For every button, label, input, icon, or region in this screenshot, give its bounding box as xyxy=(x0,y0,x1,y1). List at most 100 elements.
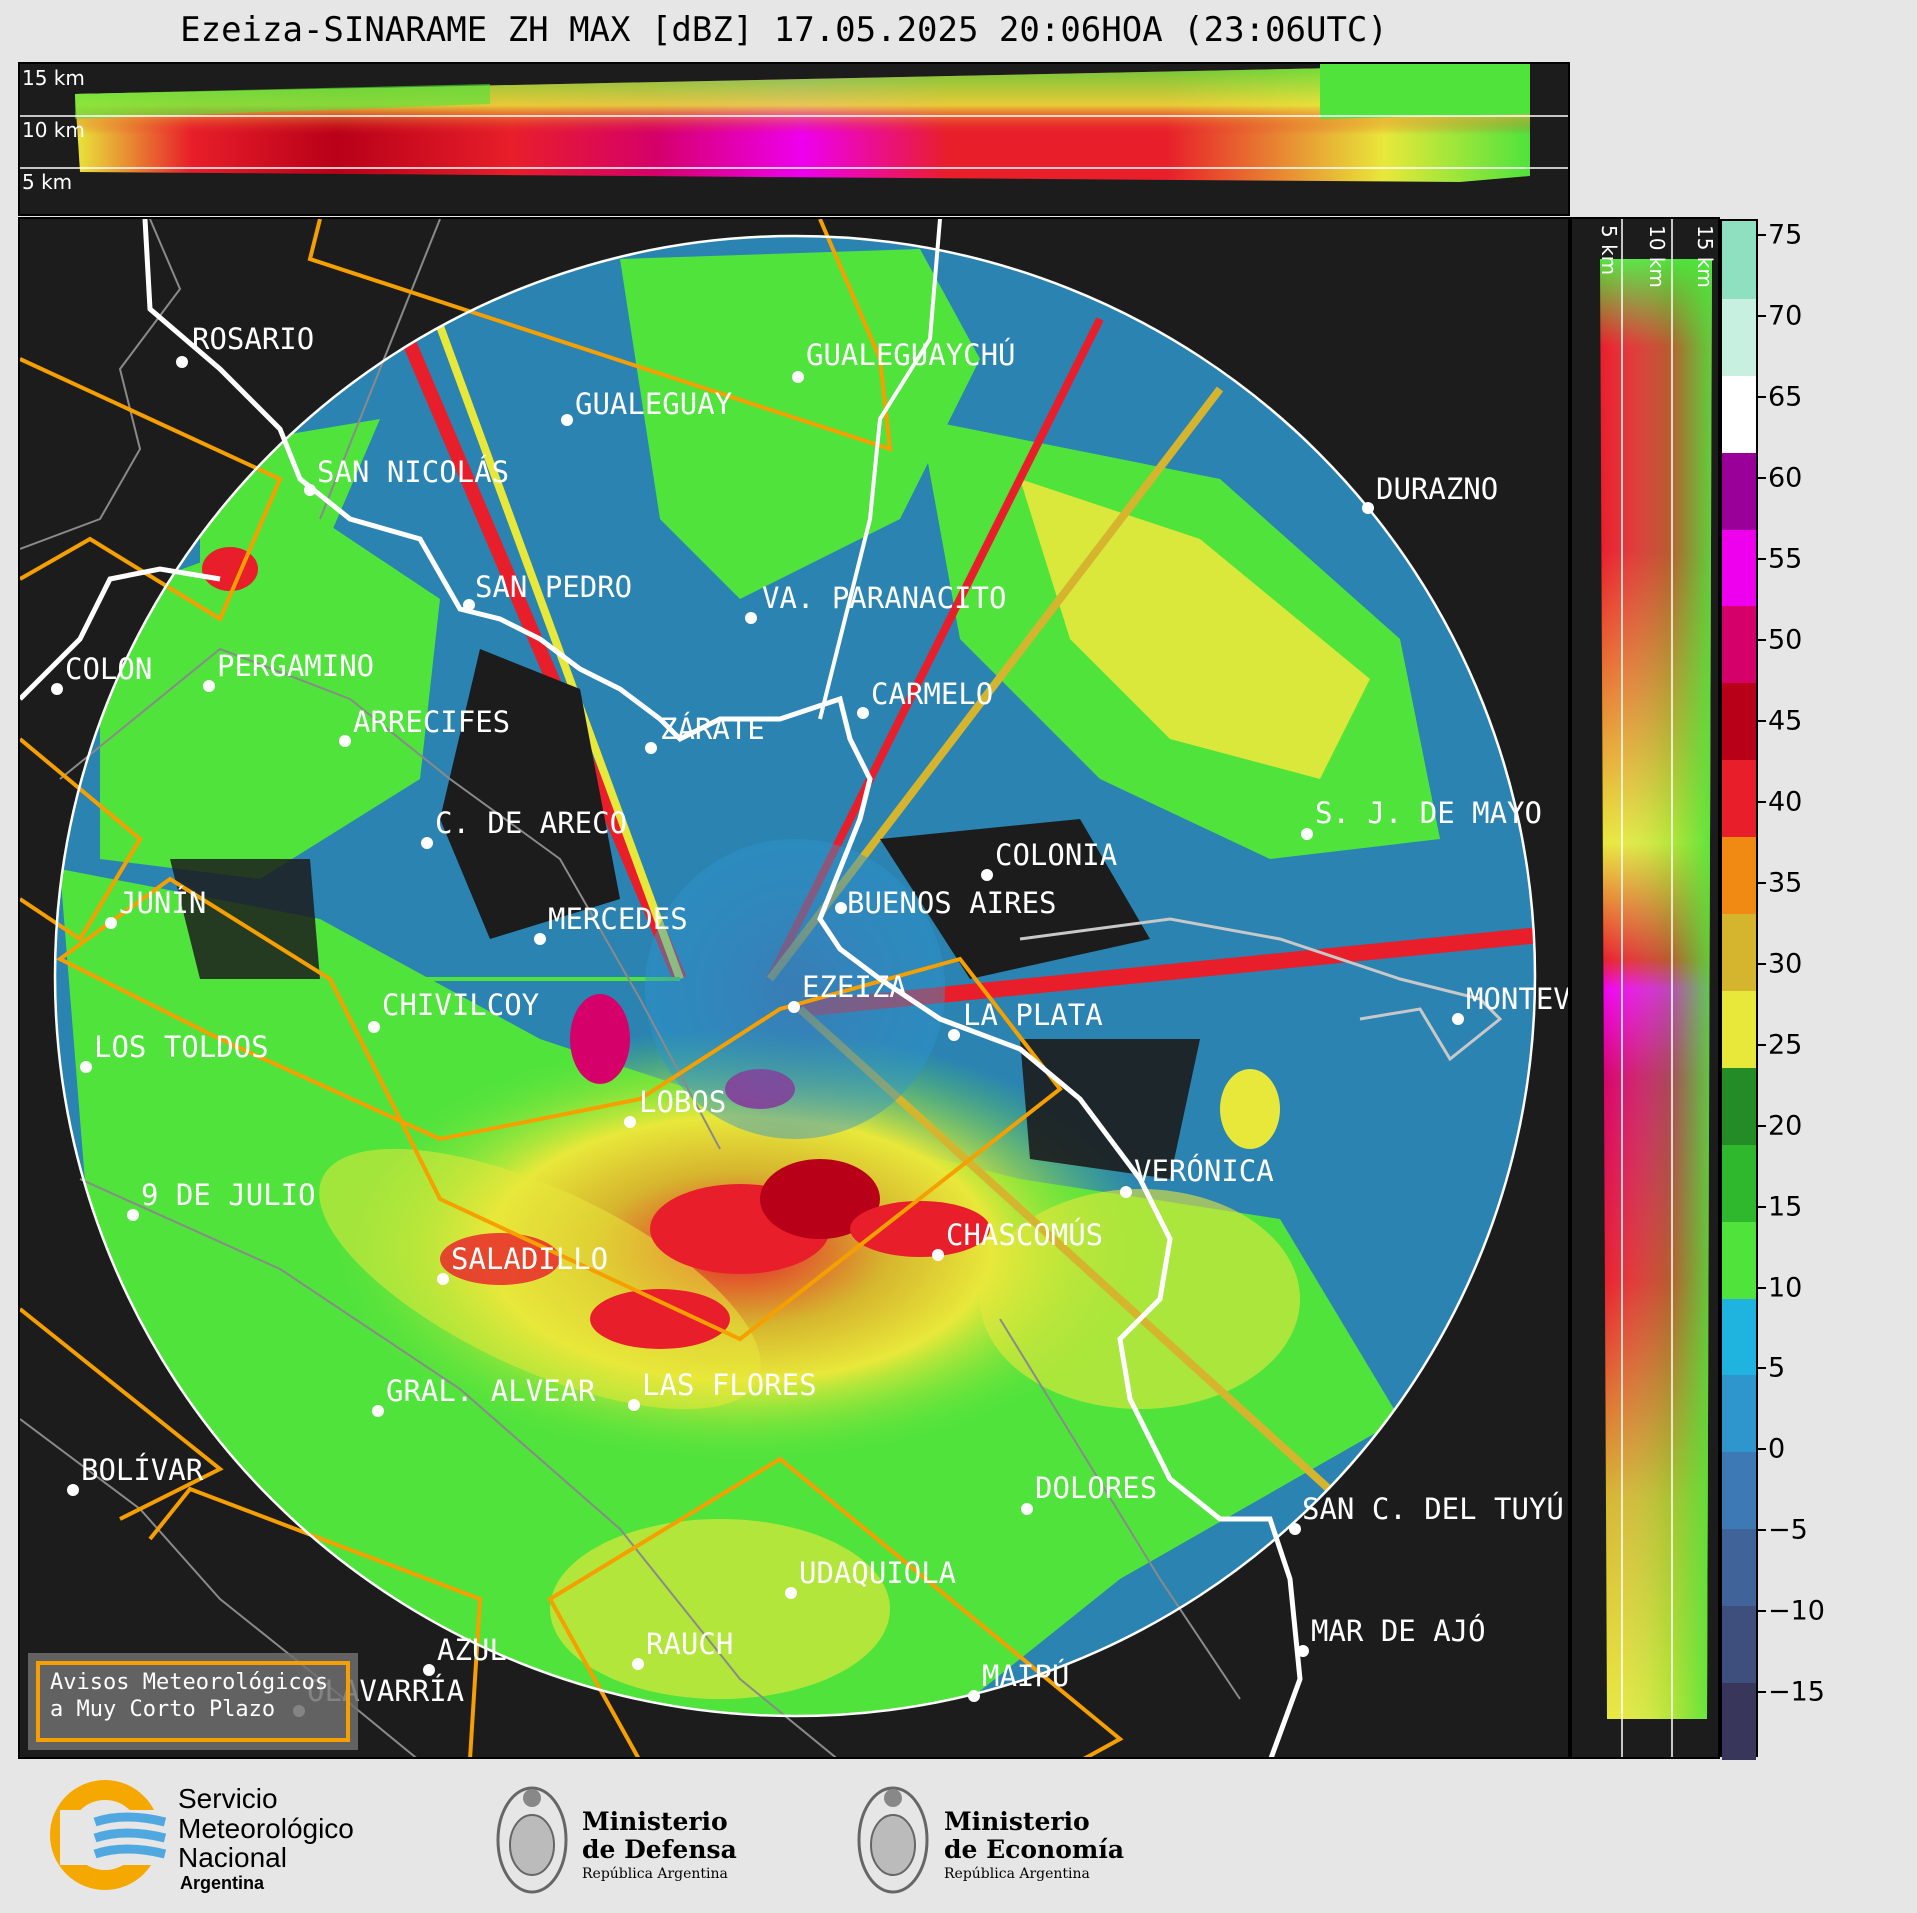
colorbar-tick xyxy=(1758,1043,1766,1046)
colorbar-segment xyxy=(1722,1528,1756,1607)
colorbar-segment xyxy=(1722,297,1756,376)
city-chivilcoy: CHIVILCOY xyxy=(382,988,539,1022)
colorbar-segment xyxy=(1722,836,1756,915)
side-cross-section-svg: 5 km 10 km 15 km xyxy=(1597,219,1717,1757)
colorbar-tick xyxy=(1758,1124,1766,1127)
colorbar-tick xyxy=(1758,719,1766,722)
side-km-5: 5 km xyxy=(1597,225,1621,275)
colorbar-tick-label: 65 xyxy=(1768,381,1803,413)
city-arrecifes: ARRECIFES xyxy=(353,705,510,739)
city-labels: ROSARIO GUALEGUAYCHÚ GUALEGUAY SAN NICOL… xyxy=(65,322,1570,1708)
city-las-flores: LAS FLORES xyxy=(642,1368,817,1402)
colorbar-tick xyxy=(1758,1610,1766,1613)
colorbar-segment xyxy=(1722,451,1756,530)
colorbar-tick xyxy=(1758,396,1766,399)
top-echo-green-right xyxy=(1320,64,1530,119)
colorbar-tick xyxy=(1758,477,1766,480)
city-bolivar: BOLÍVAR xyxy=(81,1453,204,1487)
side-cross-section-panel: 5 km 10 km 15 km xyxy=(1570,217,1720,1759)
echo-south-yellow xyxy=(550,1519,890,1699)
top-cross-section-panel: 15 km 10 km 5 km xyxy=(18,62,1570,216)
warning-legend-line1: Avisos Meteorológicos xyxy=(50,1670,329,1695)
city-colon: COLON xyxy=(65,652,152,686)
city-zarate: ZÁRATE xyxy=(660,712,765,746)
city-lobos: LOBOS xyxy=(639,1085,726,1119)
colorbar-tick xyxy=(1758,962,1766,965)
city-mercedes: MERCEDES xyxy=(548,902,688,936)
top-km-5: 5 km xyxy=(22,170,72,194)
city-durazno: DURAZNO xyxy=(1376,472,1498,506)
city-maipu: MAIPÚ xyxy=(982,1659,1069,1693)
colorbar-tick-label: 35 xyxy=(1768,867,1803,899)
city-la-plata: LA PLATA xyxy=(963,998,1103,1032)
warning-polygons[interactable] xyxy=(20,219,1124,1759)
colorbar-segment xyxy=(1722,913,1756,991)
echo-north-green xyxy=(620,249,980,599)
top-echo-band-upper xyxy=(75,64,1530,182)
colorbar xyxy=(1720,219,1758,1760)
colorbar-tick xyxy=(1758,1529,1766,1532)
colorbar-segment xyxy=(1722,1374,1756,1453)
city-los-toldos: LOS TOLDOS xyxy=(94,1030,269,1064)
range-ring xyxy=(53,234,1537,1718)
city-udaquiola: UDAQUIOLA xyxy=(799,1556,956,1590)
colorbar-tick xyxy=(1758,234,1766,237)
defensa-text-line3: República Argentina xyxy=(582,1866,728,1882)
city-va-paranacito: VA. PARANACITO xyxy=(762,581,1006,615)
city-pergamino: PERGAMINO xyxy=(217,649,374,683)
city-gualeguaychu: GUALEGUAYCHÚ xyxy=(806,338,1016,372)
city-9-de-julio: 9 DE JULIO xyxy=(141,1178,316,1212)
colorbar-tick-label: 45 xyxy=(1768,705,1803,737)
colorbar-segment xyxy=(1722,605,1756,684)
city-dolores: DOLORES xyxy=(1035,1471,1157,1505)
radar-map-svg[interactable]: ROSARIO GUALEGUAYCHÚ GUALEGUAY SAN NICOL… xyxy=(20,219,1570,1759)
colorbar-tick-label: 75 xyxy=(1768,219,1803,251)
echo-west-green xyxy=(100,519,440,879)
colorbar-tick xyxy=(1758,638,1766,641)
colorbar-tick-label: −15 xyxy=(1768,1676,1825,1708)
colorbar-tick xyxy=(1758,1367,1766,1370)
economia-text-line1: Ministerio xyxy=(944,1807,1090,1836)
side-echo-band-upper xyxy=(1600,259,1712,1719)
colorbar-tick-label: 40 xyxy=(1768,786,1803,818)
top-km-10: 10 km xyxy=(22,118,85,142)
echo-northeast-yellow xyxy=(1020,479,1370,779)
radar-map-panel[interactable]: ROSARIO GUALEGUAYCHÚ GUALEGUAY SAN NICOL… xyxy=(18,217,1570,1759)
smn-text-line1: Servicio xyxy=(178,1783,278,1814)
city-rosario: ROSARIO xyxy=(192,322,314,356)
city-san-nicolas: SAN NICOLÁS xyxy=(317,455,509,489)
city-chascomus: CHASCOMÚS xyxy=(946,1218,1103,1252)
colorbar-segment xyxy=(1722,221,1756,299)
colorbar-segment xyxy=(1722,1451,1756,1530)
colorbar-tick-label: 60 xyxy=(1768,462,1803,494)
colorbar-tick xyxy=(1758,315,1766,318)
colorbar-tick xyxy=(1758,800,1766,803)
city-ezeiza: EZEIZA xyxy=(802,970,907,1004)
colorbar-tick xyxy=(1758,1286,1766,1289)
colorbar-tick-label: 15 xyxy=(1768,1191,1803,1223)
chart-title: Ezeiza-SINARAME ZH MAX [dBZ] 17.05.2025 … xyxy=(180,10,1388,50)
warning-legend-line2: a Muy Corto Plazo xyxy=(50,1697,276,1722)
economia-text-line2: de Economía xyxy=(944,1835,1124,1864)
colorbar-segment xyxy=(1722,1066,1756,1145)
colorbar-tick xyxy=(1758,1691,1766,1694)
side-km-10: 10 km xyxy=(1645,225,1669,288)
warning-legend-frame: Avisos Meteorológicos a Muy Corto Plazo xyxy=(36,1661,350,1742)
footer-svg: Servicio Meteorológico Nacional Argentin… xyxy=(50,1780,1124,1894)
warning-legend-box[interactable]: Avisos Meteorológicos a Muy Corto Plazo xyxy=(28,1653,358,1750)
top-echo-green-left xyxy=(75,84,490,119)
city-rauch: RAUCH xyxy=(646,1627,733,1661)
colorbar-tick-label: 5 xyxy=(1768,1352,1786,1384)
city-colonia: COLONIA xyxy=(995,838,1117,872)
colorbar-tick-label: 55 xyxy=(1768,543,1803,575)
colorbar-segment xyxy=(1722,1682,1756,1760)
city-buenos-aires: BUENOS AIRES xyxy=(847,886,1057,920)
echo-gaps xyxy=(20,219,1568,1757)
city-montev: MONTEV xyxy=(1466,982,1570,1016)
city-markers xyxy=(51,356,1464,1717)
colorbar-tick-label: 0 xyxy=(1768,1433,1786,1465)
city-junin: JUNÍN xyxy=(119,886,206,920)
city-san-c-del-tuyu: SAN C. DEL TUYÚ xyxy=(1302,1492,1564,1526)
colorbar-tick-label: 25 xyxy=(1768,1029,1803,1061)
smn-text-line4: Argentina xyxy=(180,1873,265,1893)
